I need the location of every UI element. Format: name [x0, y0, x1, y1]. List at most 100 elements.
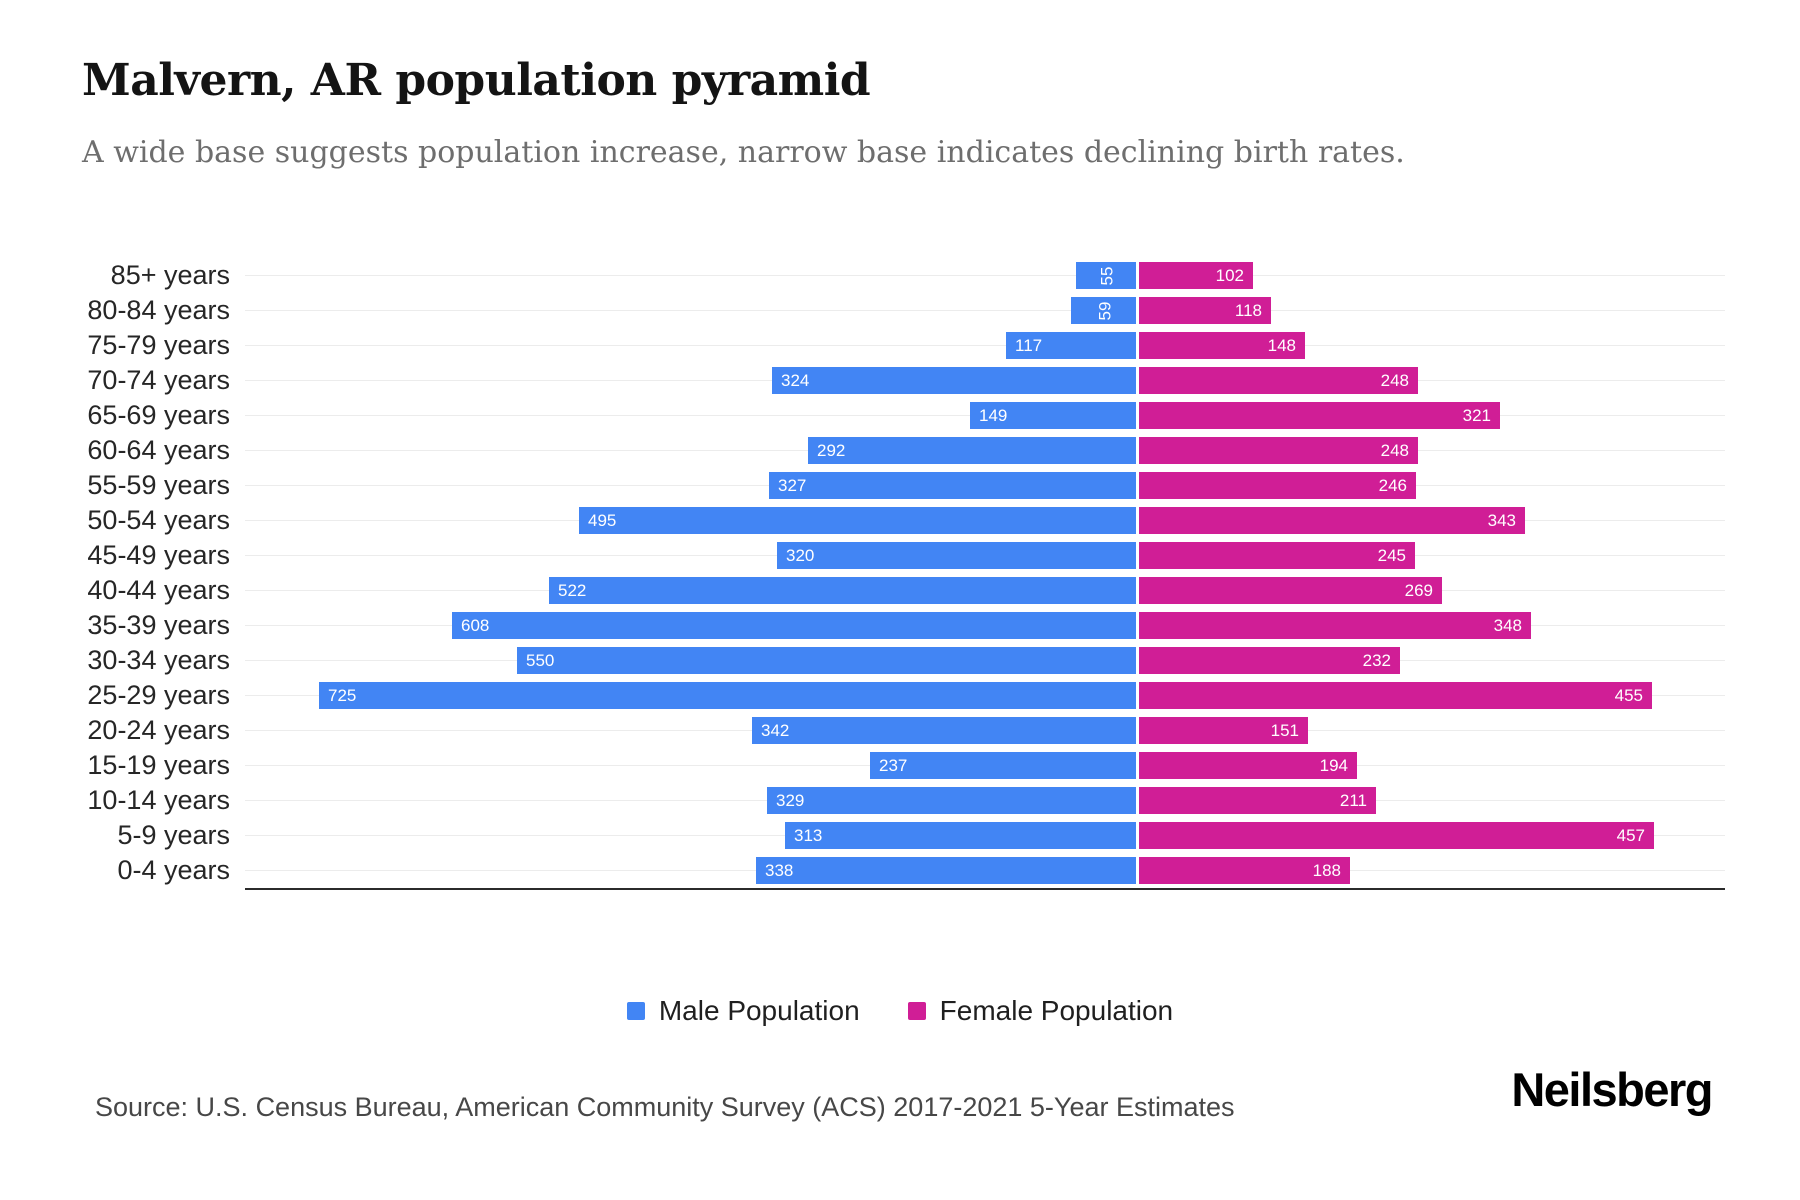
age-group-label: 65-69 years	[87, 400, 230, 430]
row-track: 59 118	[245, 293, 1725, 328]
male-bar: 292	[808, 437, 1138, 464]
male-value-label: 329	[776, 791, 805, 810]
male-bar: 320	[777, 542, 1138, 569]
male-value-label: 608	[461, 616, 490, 635]
pyramid-row: 5-9 years 313 457	[0, 818, 1800, 853]
pyramid-row: 80-84 years 59 118	[0, 293, 1800, 328]
age-group-label: 85+ years	[110, 260, 230, 290]
female-bar: 248	[1138, 437, 1418, 464]
male-value-label: 237	[879, 756, 908, 775]
female-value-label: 245	[1377, 546, 1406, 565]
female-bar: 269	[1138, 577, 1442, 604]
gridline	[245, 275, 1725, 276]
row-track: 320 245	[245, 538, 1725, 573]
age-group-label: 60-64 years	[87, 435, 230, 465]
pyramid-row: 30-34 years 550 232	[0, 643, 1800, 678]
gridline	[245, 310, 1725, 311]
row-track: 495 343	[245, 503, 1725, 538]
row-track: 313 457	[245, 818, 1725, 853]
age-group-label: 55-59 years	[87, 470, 230, 500]
page-subtitle: A wide base suggests population increase…	[82, 135, 1405, 170]
male-bar: 327	[769, 472, 1138, 499]
row-track: 237 194	[245, 748, 1725, 783]
female-value-label: 348	[1493, 616, 1522, 635]
female-value-label: 188	[1312, 861, 1341, 880]
row-track: 725 455	[245, 678, 1725, 713]
age-group-label: 70-74 years	[87, 365, 230, 395]
age-group-label: 15-19 years	[87, 750, 230, 780]
pyramid-row: 15-19 years 237 194	[0, 748, 1800, 783]
male-value-label: 522	[558, 581, 587, 600]
male-value-label: 292	[817, 441, 846, 460]
female-value-label: 248	[1380, 441, 1409, 460]
male-bar: 342	[752, 717, 1138, 744]
female-value-label: 102	[1215, 266, 1244, 285]
pyramid-row: 85+ years 55 102	[0, 258, 1800, 293]
pyramid-row: 45-49 years 320 245	[0, 538, 1800, 573]
female-value-label: 248	[1380, 371, 1409, 390]
female-bar: 246	[1138, 472, 1416, 499]
female-value-label: 455	[1614, 686, 1643, 705]
female-value-label: 194	[1319, 756, 1348, 775]
pyramid-row: 35-39 years 608 348	[0, 608, 1800, 643]
female-value-label: 211	[1339, 791, 1367, 810]
brand-logo: Neilsberg	[1511, 1063, 1713, 1116]
female-value-label: 246	[1378, 476, 1407, 495]
pyramid-row: 50-54 years 495 343	[0, 503, 1800, 538]
row-track: 117 148	[245, 328, 1725, 363]
male-value-label: 59	[1095, 301, 1114, 320]
male-value-label: 725	[328, 686, 357, 705]
pyramid-row: 20-24 years 342 151	[0, 713, 1800, 748]
female-bar: 232	[1138, 647, 1400, 674]
age-group-label: 0-4 years	[117, 855, 230, 885]
male-value-label: 327	[778, 476, 807, 495]
pyramid-row: 75-79 years 117 148	[0, 328, 1800, 363]
female-bar: 457	[1138, 822, 1654, 849]
chart-legend: Male Population Female Population	[0, 995, 1800, 1027]
female-value-label: 343	[1487, 511, 1516, 530]
population-pyramid-chart: 85+ years 55 102 80-84 years 59 118 75-79 year…	[0, 258, 1800, 890]
age-group-label: 50-54 years	[87, 505, 230, 535]
female-bar: 194	[1138, 752, 1357, 779]
male-bar: 338	[756, 857, 1138, 884]
x-axis-line	[245, 888, 1725, 890]
pyramid-row: 70-74 years 324 248	[0, 363, 1800, 398]
male-bar: 313	[785, 822, 1138, 849]
male-value-label: 550	[526, 651, 555, 670]
pyramid-row: 0-4 years 338 188	[0, 853, 1800, 888]
female-bar: 245	[1138, 542, 1415, 569]
male-value-label: 342	[761, 721, 790, 740]
female-value-label: 457	[1616, 826, 1645, 845]
female-value-label: 269	[1404, 581, 1433, 600]
female-bar: 211	[1138, 787, 1376, 814]
female-bar: 148	[1138, 332, 1305, 359]
legend-label: Female Population	[939, 995, 1174, 1026]
male-bar: 59	[1071, 297, 1138, 324]
female-bar: 455	[1138, 682, 1652, 709]
age-group-label: 10-14 years	[87, 785, 230, 815]
male-legend-swatch	[626, 1002, 645, 1020]
male-value-label: 149	[979, 406, 1008, 425]
row-track: 149 321	[245, 398, 1725, 433]
female-bar: 321	[1138, 402, 1500, 429]
center-divider	[1136, 258, 1139, 888]
row-track: 329 211	[245, 783, 1725, 818]
female-bar: 348	[1138, 612, 1531, 639]
male-bar: 237	[870, 752, 1138, 779]
male-value-label: 324	[781, 371, 810, 390]
pyramid-row: 10-14 years 329 211	[0, 783, 1800, 818]
female-bar: 102	[1138, 262, 1253, 289]
age-group-label: 80-84 years	[87, 295, 230, 325]
legend-item-female: Female Population	[907, 995, 1174, 1027]
age-group-label: 35-39 years	[87, 610, 230, 640]
male-bar: 495	[579, 507, 1138, 534]
legend-item-male: Male Population	[626, 995, 860, 1027]
row-track: 522 269	[245, 573, 1725, 608]
male-value-label: 495	[588, 511, 617, 530]
pyramid-row: 25-29 years 725 455	[0, 678, 1800, 713]
female-bar: 248	[1138, 367, 1418, 394]
legend-label: Male Population	[658, 995, 860, 1026]
female-value-label: 118	[1234, 301, 1262, 320]
source-text: Source: U.S. Census Bureau, American Com…	[95, 1092, 1235, 1122]
age-group-label: 25-29 years	[87, 680, 230, 710]
